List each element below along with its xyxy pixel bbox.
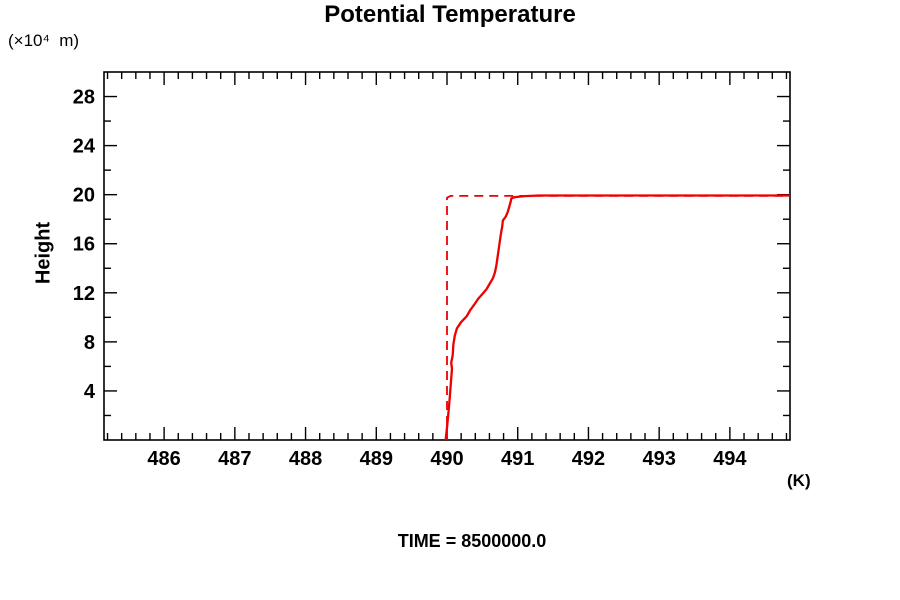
y-tick-label: 24 (73, 136, 96, 158)
x-axis-unit-label: (K) (787, 471, 811, 490)
y-tick-label: 12 (73, 283, 95, 305)
x-tick-label: 489 (360, 448, 393, 470)
x-tick-label: 493 (642, 448, 675, 470)
x-tick-label: 486 (147, 448, 180, 470)
potential-temperature-profile-line (444, 194, 790, 441)
x-tick-label: 494 (713, 448, 747, 470)
time-annotation: TIME = 8500000.0 (397, 531, 547, 551)
y-tick-label: 20 (73, 185, 95, 207)
y-tick-label: 28 (73, 87, 95, 109)
chart-title: Potential Temperature (324, 1, 576, 28)
reference-profile-line (446, 194, 790, 440)
y-tick-label: 8 (84, 332, 95, 354)
x-tick-label: 492 (572, 448, 605, 470)
y-axis-unit-label: (×10⁴ m) (8, 31, 80, 50)
x-tick-label: 488 (289, 448, 322, 470)
x-tick-label: 490 (430, 448, 463, 470)
x-tick-label: 491 (501, 448, 534, 470)
x-tick-label: 487 (218, 448, 251, 470)
y-tick-label: 4 (84, 381, 96, 403)
y-tick-label: 16 (73, 234, 95, 256)
